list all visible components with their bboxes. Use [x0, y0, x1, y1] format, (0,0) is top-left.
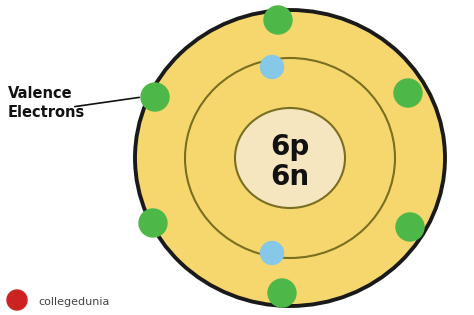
Ellipse shape	[135, 10, 445, 306]
Circle shape	[261, 55, 283, 78]
Ellipse shape	[185, 58, 395, 258]
Circle shape	[394, 79, 422, 107]
Text: Valence
Electrons: Valence Electrons	[8, 86, 85, 120]
Circle shape	[264, 6, 292, 34]
Text: 6p: 6p	[270, 133, 310, 161]
Circle shape	[7, 290, 27, 310]
Circle shape	[141, 83, 169, 111]
Circle shape	[139, 209, 167, 237]
Circle shape	[396, 213, 424, 241]
Circle shape	[268, 279, 296, 307]
Ellipse shape	[235, 108, 345, 208]
Circle shape	[261, 242, 283, 265]
Text: collegedunia: collegedunia	[38, 297, 109, 307]
Text: 6n: 6n	[271, 163, 310, 191]
